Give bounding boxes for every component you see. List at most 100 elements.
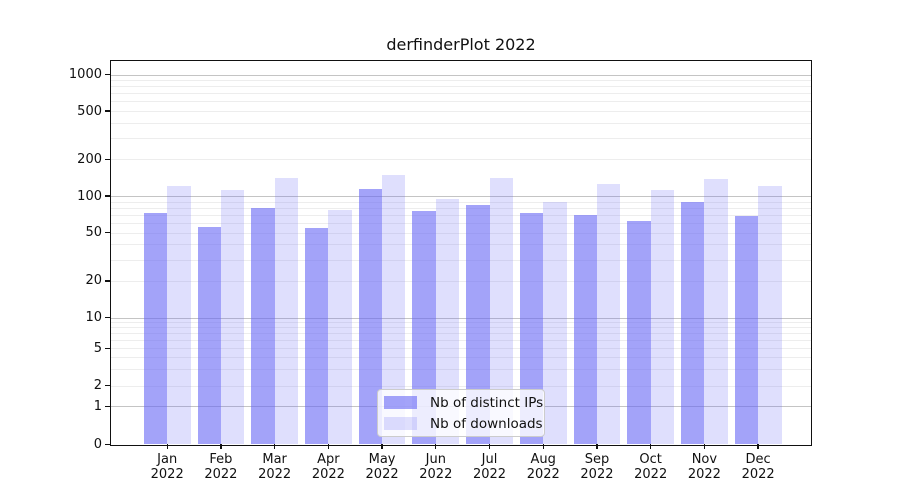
minor-gridline: [111, 244, 811, 246]
x-tick-month: Nov: [691, 452, 718, 467]
bar-distinct-ips-mar: [251, 208, 275, 445]
x-tick-year: 2022: [526, 466, 560, 482]
x-tick-year: 2022: [419, 466, 453, 482]
x-tick-mark: [542, 444, 544, 449]
minor-gridline: [111, 333, 811, 335]
x-tick-year: 2022: [204, 466, 238, 482]
legend-item-downloads: Nb of downloads: [378, 413, 544, 434]
plot-area: [111, 60, 811, 445]
y-tick-mark: [105, 443, 110, 445]
bar-distinct-ips-apr: [304, 227, 329, 445]
x-tick-mark: [273, 444, 276, 449]
x-tick-month: Apr: [317, 452, 340, 467]
x-tick-label: Nov 2022: [672, 452, 736, 482]
y-tick-mark: [105, 280, 110, 282]
x-tick-year: 2022: [634, 466, 668, 482]
minor-gridline: [111, 138, 811, 140]
x-tick-mark: [166, 444, 168, 449]
y-tick-mark: [105, 405, 110, 407]
bar-downloads-jan: [167, 185, 191, 445]
bar-distinct-ips-oct: [627, 221, 651, 445]
minor-gridline: [111, 340, 811, 342]
minor-gridline: [111, 101, 811, 103]
bar-distinct-ips-nov: [681, 201, 705, 445]
y-tick-mark: [105, 316, 110, 319]
x-tick-month: Aug: [530, 452, 556, 467]
x-tick-year: 2022: [258, 466, 292, 482]
minor-gridline: [111, 357, 811, 359]
x-tick-month: Feb: [209, 452, 233, 467]
x-tick-mark: [596, 444, 598, 449]
x-tick-month: Jan: [157, 452, 178, 467]
minor-gridline: [111, 259, 811, 261]
bar-downloads-nov: [704, 179, 728, 445]
y-tick-mark: [105, 195, 110, 197]
chart-title: derfinderPlot 2022: [386, 35, 536, 54]
x-tick-mark: [435, 444, 437, 449]
legend-swatch-distinct-ips: [384, 396, 417, 409]
x-tick-mark: [220, 444, 222, 449]
x-tick-label: Feb 2022: [189, 452, 253, 482]
y-tick-mark: [105, 110, 110, 112]
x-tick-month: Jul: [481, 452, 498, 467]
y-tick-mark: [105, 73, 110, 76]
minor-gridline: [111, 214, 811, 216]
bar-downloads-dec: [758, 186, 782, 445]
bar-downloads-jun: [435, 199, 460, 445]
bar-distinct-ips-aug: [519, 213, 544, 445]
y-tick-mark: [105, 158, 110, 161]
x-tick-year: 2022: [580, 466, 614, 482]
x-tick-label: Jun 2022: [404, 452, 468, 482]
x-tick-year: 2022: [741, 466, 775, 482]
bar-downloads-sep: [596, 184, 621, 445]
x-tick-month: Dec: [745, 452, 771, 467]
bar-distinct-ips-jan: [143, 213, 168, 445]
bar-downloads-jul: [489, 177, 513, 445]
x-tick-year: 2022: [365, 466, 399, 482]
minor-gridline: [111, 222, 811, 224]
x-tick-month: Oct: [639, 452, 662, 467]
y-tick-mark: [105, 231, 110, 234]
x-tick-year: 2022: [311, 466, 345, 482]
bar-downloads-apr: [328, 209, 352, 445]
y-tick-label: 5: [93, 340, 102, 356]
minor-gridline: [111, 280, 811, 282]
x-tick-label: Aug 2022: [511, 452, 575, 482]
bar-downloads-oct: [650, 189, 675, 445]
x-tick-month: Jun: [425, 452, 446, 467]
x-tick-label: Mar 2022: [243, 452, 307, 482]
y-tick-label: 20: [85, 273, 102, 289]
y-tick-label: 500: [77, 103, 102, 119]
bar-distinct-ips-dec: [734, 215, 759, 445]
x-tick-label: Jan 2022: [135, 452, 199, 482]
x-tick-mark: [488, 444, 491, 449]
x-tick-mark: [381, 444, 383, 449]
x-tick-month: Mar: [262, 452, 287, 467]
y-tick-label: 0: [93, 436, 102, 452]
x-tick-label: Dec 2022: [726, 452, 790, 482]
minor-gridline: [111, 111, 811, 113]
minor-gridline: [111, 159, 811, 161]
y-tick-mark: [105, 385, 110, 387]
minor-gridline: [111, 80, 811, 82]
x-tick-label: May 2022: [350, 452, 414, 482]
bar-downloads-may: [382, 174, 406, 445]
legend-label-distinct-ips: Nb of distinct IPs: [430, 394, 544, 411]
minor-gridline: [111, 369, 811, 371]
legend-label-downloads: Nb of downloads: [430, 415, 543, 432]
major-gridline: [111, 196, 811, 197]
x-tick-mark: [649, 444, 652, 449]
x-tick-year: 2022: [687, 466, 721, 482]
x-tick-label: Apr 2022: [296, 452, 360, 482]
major-gridline: [111, 74, 811, 76]
major-gridline: [111, 317, 811, 319]
minor-gridline: [111, 93, 811, 95]
minor-gridline: [111, 201, 811, 203]
x-tick-label: Jul 2022: [458, 452, 522, 482]
x-tick-label: Sep 2022: [565, 452, 629, 482]
x-tick-year: 2022: [150, 466, 184, 482]
y-tick-mark: [105, 347, 110, 349]
legend-item-distinct-ips: Nb of distinct IPs: [378, 392, 544, 413]
bar-downloads-mar: [274, 177, 299, 445]
